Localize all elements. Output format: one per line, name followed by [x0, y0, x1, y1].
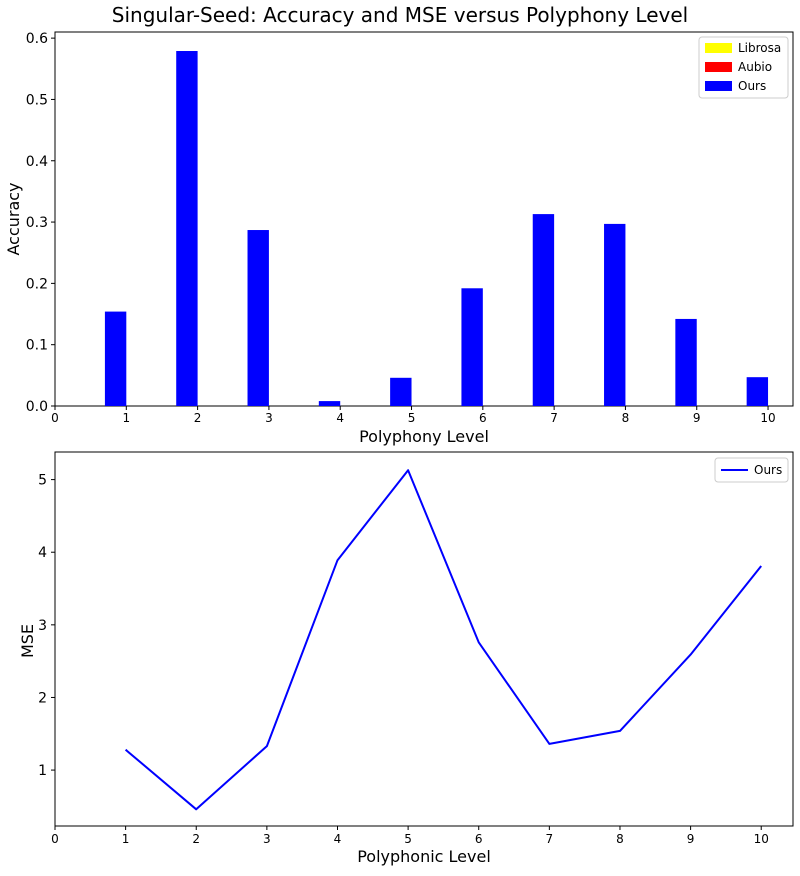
- accuracy-x-tick-label: 2: [194, 411, 202, 425]
- bar-ours-9: [675, 318, 697, 406]
- mse-x-tick-label: 2: [192, 832, 200, 846]
- mse-x-axis-label: Polyphonic Level: [357, 847, 491, 866]
- bar-ours-2: [176, 51, 198, 406]
- bar-ours-5: [390, 377, 412, 406]
- figure-title: Singular-Seed: Accuracy and MSE versus P…: [112, 3, 688, 27]
- legend-label-aubio: Aubio: [738, 60, 772, 74]
- mse-x-tick-label: 7: [546, 832, 554, 846]
- accuracy-x-tick-label: 7: [550, 411, 558, 425]
- bar-ours-4: [318, 401, 341, 406]
- legend-swatch-ours: [705, 81, 732, 91]
- accuracy-x-tick-label: 10: [760, 411, 775, 425]
- legend-label-librosa: Librosa: [738, 41, 781, 55]
- mse-y-tick-label: 2: [38, 690, 47, 706]
- accuracy-x-axis-label: Polyphony Level: [359, 427, 489, 446]
- accuracy-x-tick-label: 9: [693, 411, 701, 425]
- accuracy-y-tick-label: 0.2: [26, 276, 48, 292]
- bar-ours-1: [104, 311, 127, 406]
- mse-y-tick-label: 5: [38, 473, 47, 489]
- mse-y-ticks: 1 2 3 4 5: [38, 473, 55, 779]
- accuracy-legend: Librosa Aubio Ours: [698, 36, 789, 99]
- accuracy-x-tick-label: 5: [408, 411, 416, 425]
- accuracy-x-tick-label: 0: [51, 411, 59, 425]
- mse-y-axis-label: MSE: [18, 624, 37, 658]
- mse-legend: Ours: [714, 457, 789, 483]
- mse-x-tick-label: 1: [122, 832, 130, 846]
- accuracy-x-tick-label: 8: [622, 411, 630, 425]
- accuracy-plot-frame: [54, 31, 794, 407]
- accuracy-y-axis-label: Accuracy: [4, 182, 23, 255]
- accuracy-x-tick-label: 4: [336, 411, 344, 425]
- bar-ours-3: [247, 230, 269, 406]
- mse-x-tick-label: 4: [334, 832, 342, 846]
- mse-legend-frame: [714, 457, 789, 483]
- mse-legend-label-ours: Ours: [754, 463, 782, 477]
- mse-y-tick-label: 3: [38, 618, 47, 634]
- mse-x-tick-label: 8: [616, 832, 624, 846]
- accuracy-x-tick-label: 6: [479, 411, 487, 425]
- accuracy-x-ticks: 0 1 2 3 4 5 6 7 8 9 10: [51, 406, 776, 425]
- mse-plot-frame: [54, 451, 794, 827]
- legend-swatch-aubio: [705, 62, 732, 72]
- accuracy-y-tick-label: 0.1: [26, 338, 48, 354]
- bar-ours-8: [604, 223, 626, 406]
- accuracy-y-tick-label: 0.6: [26, 31, 48, 47]
- mse-x-tick-label: 10: [754, 832, 769, 846]
- mse-y-tick-label: 1: [38, 763, 47, 779]
- legend-label-ours: Ours: [738, 79, 766, 93]
- accuracy-bars: [104, 51, 769, 406]
- mse-y-tick-label: 4: [38, 545, 47, 561]
- mse-x-tick-label: 6: [475, 832, 483, 846]
- bar-ours-7: [532, 214, 555, 406]
- mse-x-tick-label: 9: [687, 832, 695, 846]
- accuracy-x-tick-label: 1: [122, 411, 130, 425]
- legend-swatch-librosa: [705, 43, 732, 53]
- accuracy-y-tick-label: 0.0: [26, 399, 48, 415]
- bar-ours-10: [746, 377, 769, 406]
- accuracy-bar-chart: 0 1 2 3 4 5 6 7 8 9 10 0.0 0.1 0.2 0.3 0.4 0.5 0.6 Polyp…: [4, 31, 794, 446]
- accuracy-y-tick-label: 0.4: [26, 154, 48, 170]
- accuracy-y-tick-label: 0.5: [26, 92, 48, 108]
- accuracy-y-ticks: 0.0 0.1 0.2 0.3 0.4 0.5 0.6: [26, 31, 55, 415]
- mse-x-tick-label: 3: [263, 832, 271, 846]
- accuracy-x-tick-label: 3: [265, 411, 273, 425]
- mse-series-line-ours: [124, 469, 762, 811]
- mse-x-ticks: 0 1 2 3 4 5 6 7 8 9 10: [51, 826, 769, 846]
- bar-ours-6: [461, 288, 483, 406]
- mse-x-tick-label: 5: [404, 832, 412, 846]
- accuracy-y-tick-label: 0.3: [26, 215, 48, 231]
- mse-x-tick-label: 0: [51, 832, 59, 846]
